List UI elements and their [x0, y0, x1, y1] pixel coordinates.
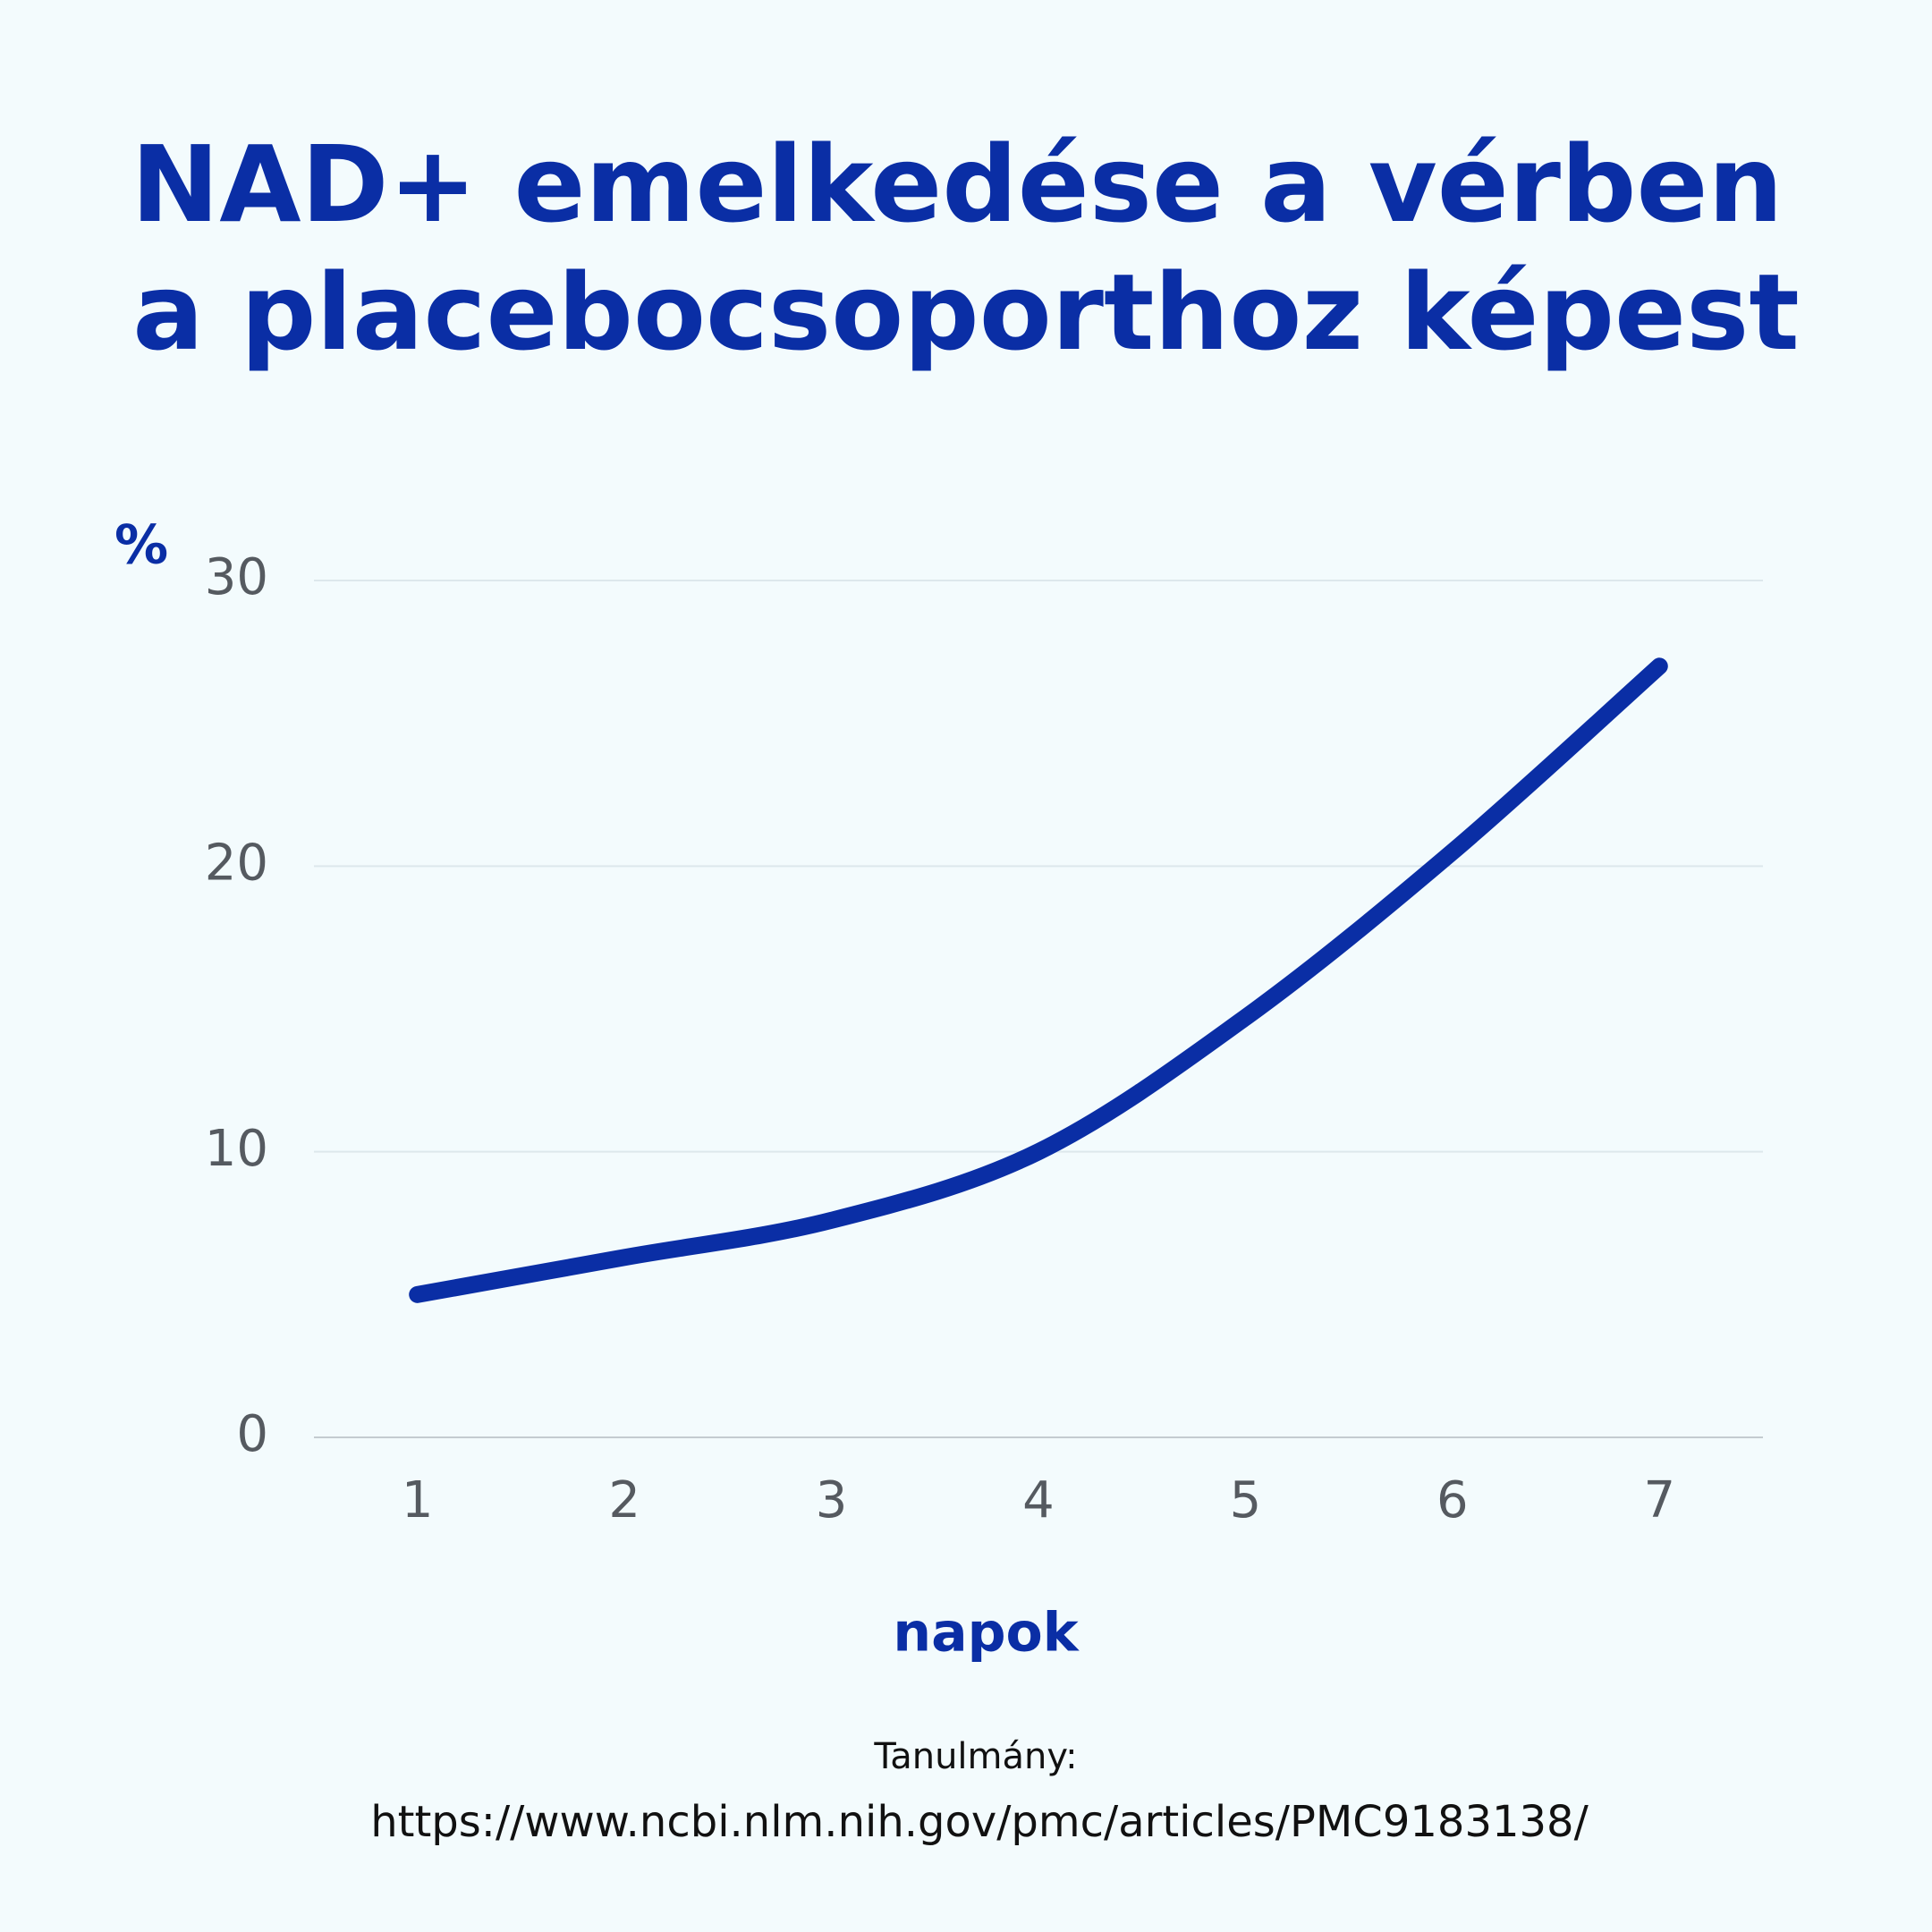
source-url: https://www.ncbi.nlm.nih.gov/pmc/article… — [370, 1797, 1589, 1847]
x-tick-label: 6 — [1436, 1471, 1469, 1530]
y-tick-label: 10 — [205, 1120, 268, 1178]
x-tick-label: 2 — [608, 1471, 640, 1530]
chart-title: a placebocsoporthoz képest — [132, 250, 1799, 374]
chart-title: NAD+ emelkedése a vérben — [131, 123, 1784, 246]
x-tick-label: 4 — [1022, 1471, 1055, 1530]
y-tick-label: 30 — [205, 548, 268, 606]
data-line — [409, 657, 1668, 1303]
x-tick-label: 7 — [1643, 1471, 1675, 1530]
y-tick-label: 0 — [236, 1405, 268, 1463]
y-tick-label: 20 — [205, 834, 268, 892]
source-label: Tanulmány: — [873, 1736, 1077, 1777]
x-tick-label: 1 — [402, 1471, 434, 1530]
x-tick-label: 5 — [1230, 1471, 1262, 1530]
y-axis-title: % — [114, 514, 168, 577]
x-tick-label: 3 — [816, 1471, 848, 1530]
x-axis-title: napok — [893, 1602, 1080, 1665]
